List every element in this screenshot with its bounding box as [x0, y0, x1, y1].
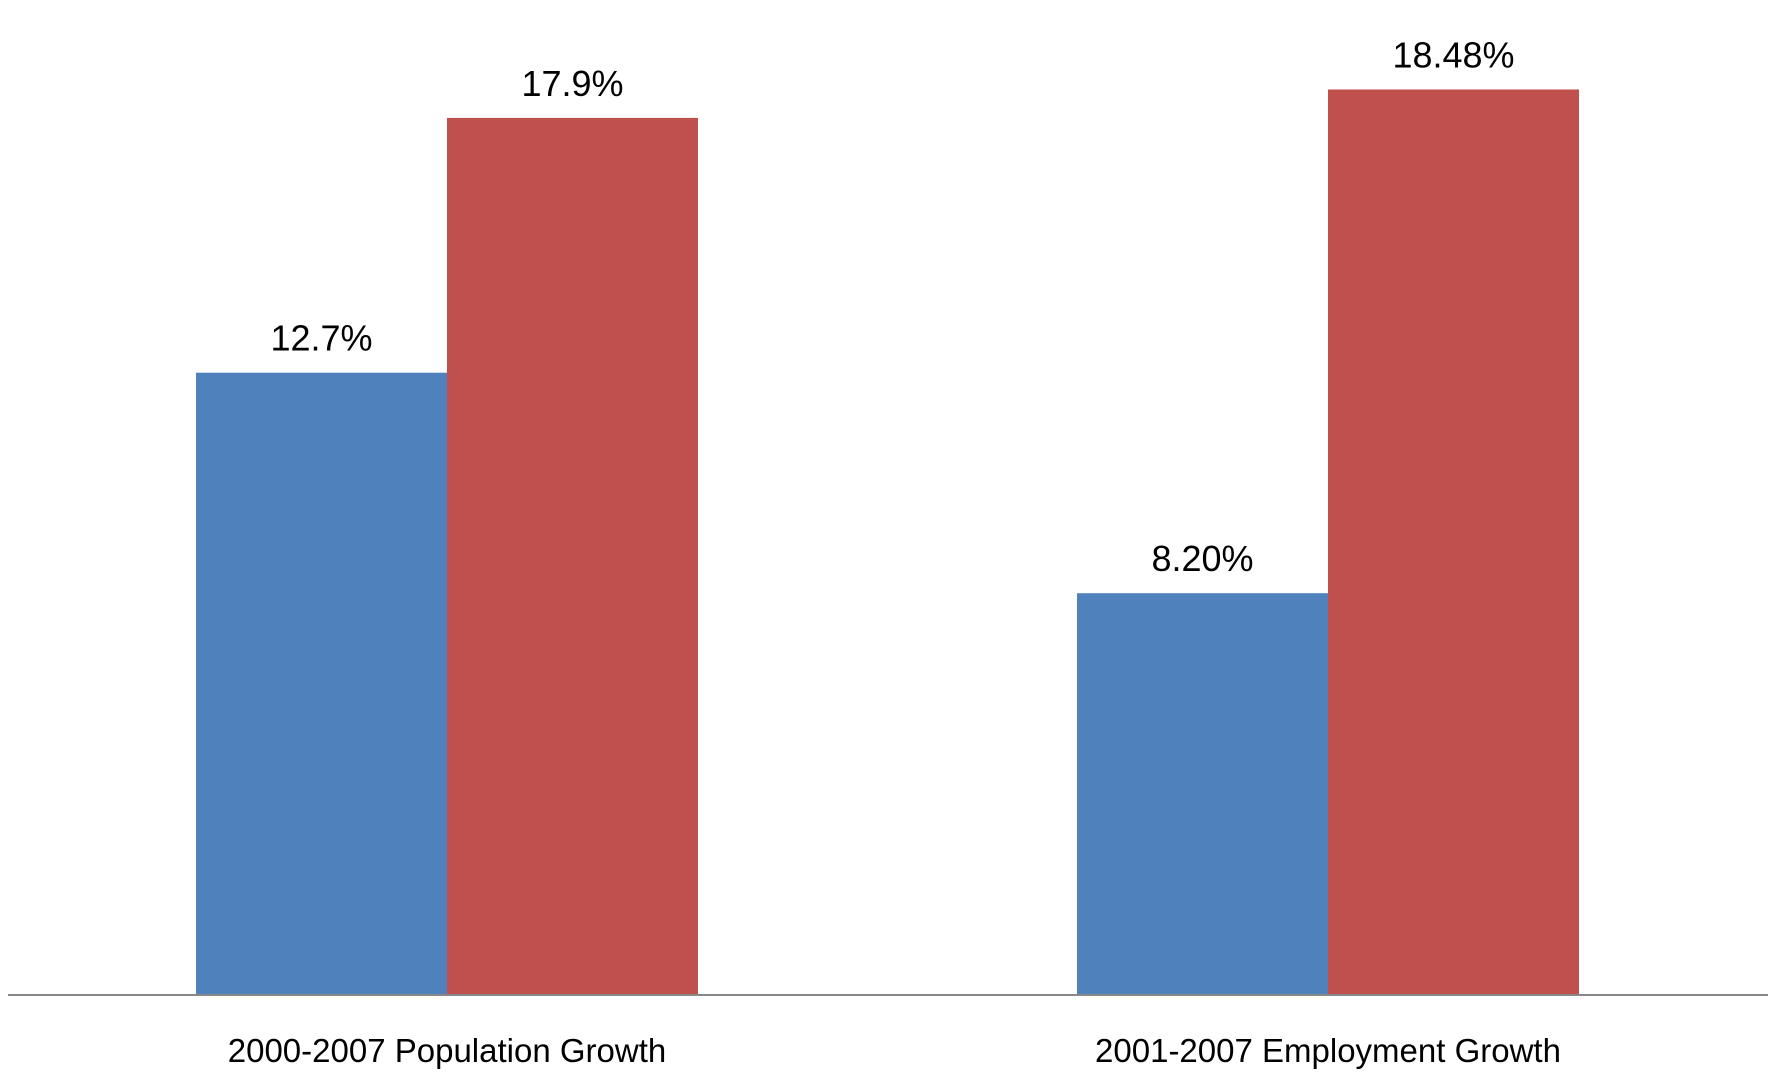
- bar-series-1-category-1: [196, 373, 447, 995]
- x-tick-label-1: 2000-2007 Population Growth: [228, 1032, 666, 1069]
- data-label-series-2-category-1: 17.9%: [521, 63, 623, 104]
- x-tick-label-2: 2001-2007 Employment Growth: [1095, 1032, 1561, 1069]
- data-label-series-1-category-2: 8.20%: [1151, 538, 1253, 579]
- bars-layer: [196, 89, 1579, 995]
- data-label-series-1-category-1: 12.7%: [270, 318, 372, 359]
- bar-series-2-category-2: [1328, 89, 1579, 995]
- bar-series-2-category-1: [447, 118, 698, 995]
- data-label-series-2-category-2: 18.48%: [1392, 34, 1514, 75]
- x-tick-labels-layer: 2000-2007 Population Growth 2001-2007 Emp…: [228, 1032, 1561, 1069]
- bar-series-1-category-2: [1077, 593, 1328, 995]
